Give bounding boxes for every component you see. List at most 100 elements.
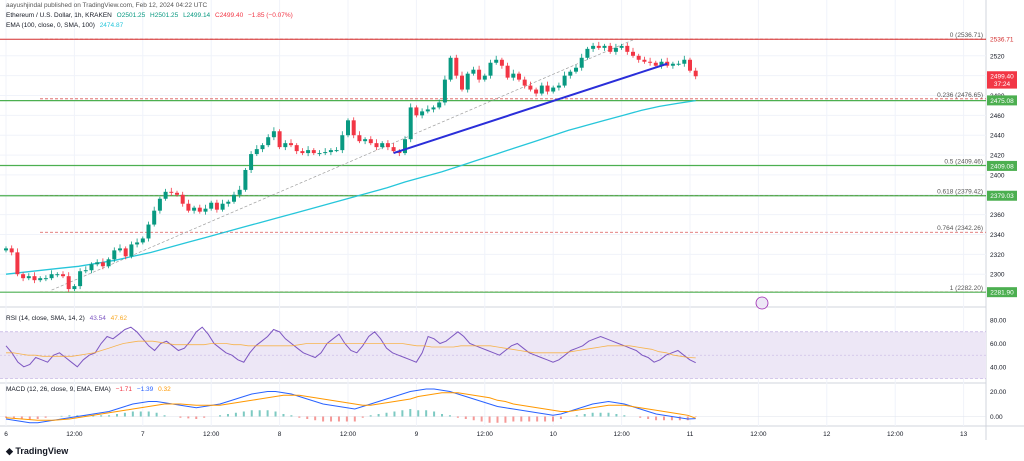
candle-body	[631, 51, 635, 56]
candle-body	[289, 143, 293, 146]
candle-body	[214, 202, 219, 210]
candle	[38, 276, 43, 283]
candle	[454, 54, 459, 79]
candle-body	[277, 131, 282, 148]
candle-body	[89, 264, 94, 271]
price-badge	[987, 160, 1017, 171]
candle	[180, 191, 185, 207]
candle	[192, 205, 197, 214]
price-tick-label: 2520	[990, 53, 1005, 60]
candle-body	[465, 73, 470, 90]
macd-signal-line	[5, 392, 696, 421]
rsi-legend[interactable]: RSI (14, close, SMA, 14, 2) 43.54 47.62	[6, 315, 130, 322]
candle	[9, 245, 14, 256]
candle-body	[499, 59, 504, 66]
candle	[289, 139, 293, 148]
candle	[437, 99, 442, 110]
price-tick-label: 2300	[990, 272, 1005, 279]
candle	[214, 199, 219, 213]
time-tick-label: 12:00	[66, 431, 83, 438]
candle-body	[306, 150, 311, 154]
candle	[249, 151, 254, 173]
candle-body	[55, 274, 60, 276]
price-badge	[987, 287, 1017, 298]
price-badge	[987, 78, 1017, 89]
candle	[574, 64, 578, 74]
candle	[534, 87, 539, 97]
candle-body	[203, 208, 208, 212]
macd-tick-label: 0.00	[990, 414, 1003, 421]
candle-body	[619, 45, 624, 48]
candle	[602, 43, 607, 51]
candle	[186, 199, 191, 213]
ema-value: 2474.87	[99, 22, 124, 29]
candle	[545, 81, 550, 95]
time-tick-label: 12:00	[340, 431, 357, 438]
candle	[112, 247, 117, 263]
tv-icon: ◆	[6, 446, 16, 456]
candle-body	[414, 107, 419, 116]
candle-body	[266, 137, 271, 146]
candle	[100, 258, 105, 270]
candle	[157, 196, 162, 214]
candle-body	[21, 274, 26, 279]
candle-body	[408, 107, 413, 140]
candle	[271, 127, 276, 141]
ema-100-line	[5, 99, 696, 275]
candle	[448, 55, 453, 82]
candle	[237, 185, 242, 198]
candle	[226, 199, 231, 207]
candle	[106, 257, 111, 269]
symbol-title[interactable]: Ethereum / U.S. Dollar, 1h, KRAKEN	[6, 12, 112, 19]
candle-body	[249, 154, 254, 170]
candle-body	[226, 201, 231, 204]
candle-body	[140, 238, 145, 243]
candle-body	[596, 45, 601, 48]
rsi-line	[5, 326, 696, 368]
candle	[499, 57, 504, 69]
candle	[522, 76, 527, 89]
candle	[135, 238, 140, 248]
candle	[551, 85, 556, 94]
candle	[619, 43, 624, 50]
candle	[465, 71, 470, 93]
rsi-label: RSI (14, close, SMA, 14, 2)	[6, 315, 85, 322]
candle	[61, 271, 65, 279]
change-value: −1.85 (−0.07%)	[248, 12, 293, 19]
candle-body	[197, 207, 202, 212]
macd-pane	[0, 388, 986, 424]
candle-body	[328, 150, 333, 153]
macd-legend[interactable]: MACD (12, 26, close, 9, EMA, EMA) −1.71 …	[6, 386, 174, 393]
tradingview-logo[interactable]: ◆ TradingView	[6, 446, 68, 457]
candle	[460, 71, 464, 92]
candle-body	[232, 194, 236, 202]
time-tick-label: 12:00	[477, 431, 494, 438]
candle	[414, 105, 419, 118]
candle	[334, 147, 339, 153]
ema-legend[interactable]: EMA (100, close, 0, SMA, 100) 2474.87	[6, 22, 126, 29]
candle	[294, 143, 299, 155]
candle-body	[49, 274, 54, 279]
candle-body	[562, 75, 567, 86]
candle	[608, 42, 613, 54]
candle	[625, 42, 630, 55]
candle	[562, 71, 567, 88]
candle-body	[294, 145, 299, 152]
candle	[243, 167, 248, 192]
price-badge-text: 2536.71	[990, 37, 1014, 44]
candle-body	[260, 145, 265, 150]
candle-body	[9, 248, 14, 253]
candle-body	[420, 111, 425, 116]
candle	[209, 200, 214, 211]
candle	[688, 57, 692, 73]
candle-body	[169, 191, 174, 193]
candle-body	[528, 85, 533, 90]
price-tick-label: 2400	[990, 172, 1005, 179]
candle	[568, 69, 573, 79]
candle	[380, 141, 385, 150]
candle-body	[517, 73, 521, 80]
lightning-icon	[755, 296, 769, 310]
low-value: L2499.14	[183, 12, 211, 19]
